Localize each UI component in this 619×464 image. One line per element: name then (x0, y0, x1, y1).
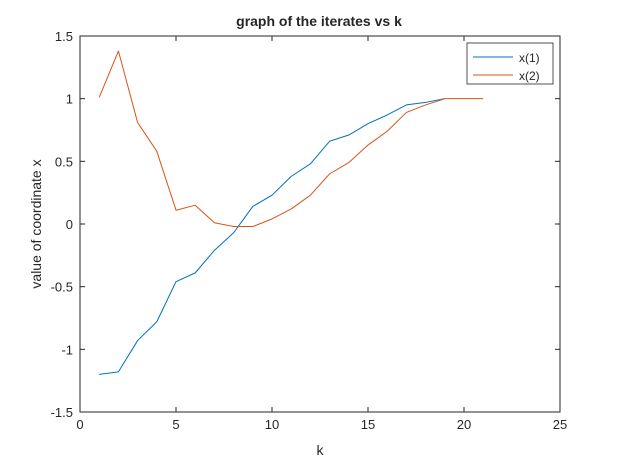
y-tick-label: 0 (66, 217, 73, 232)
y-tick-label: -1 (61, 342, 73, 357)
series-line-2 (98, 50, 484, 228)
x-tick-label: 15 (361, 417, 375, 432)
y-axis-ticks: -1.5 -1 -0.5 0 0.5 1 1.5 (51, 29, 560, 420)
x-tick-label: 5 (172, 417, 179, 432)
chart-title: graph of the iterates vs k (236, 13, 402, 29)
plot-area (80, 36, 560, 412)
legend-label-x2: x(2) (519, 69, 540, 83)
y-tick-label: -0.5 (51, 280, 73, 295)
y-axis-label: value of coordinate x (28, 159, 44, 288)
x-tick-label: 20 (457, 417, 471, 432)
x-axis-label: k (317, 442, 325, 458)
y-tick-label: 0.5 (55, 154, 73, 169)
series-line-1 (99, 98, 445, 375)
y-tick-label: -1.5 (51, 405, 73, 420)
legend: x(1) x(2) (466, 42, 554, 85)
legend-label-x1: x(1) (519, 51, 540, 65)
x-tick-label: 10 (265, 417, 279, 432)
x-tick-label: 25 (553, 417, 567, 432)
y-tick-label: 1 (66, 92, 73, 107)
x-tick-label: 0 (76, 417, 83, 432)
series-layer (98, 50, 484, 375)
legend-box (466, 42, 554, 85)
x-axis-ticks: 0 5 10 15 20 25 (76, 36, 567, 432)
y-tick-label: 1.5 (55, 29, 73, 44)
